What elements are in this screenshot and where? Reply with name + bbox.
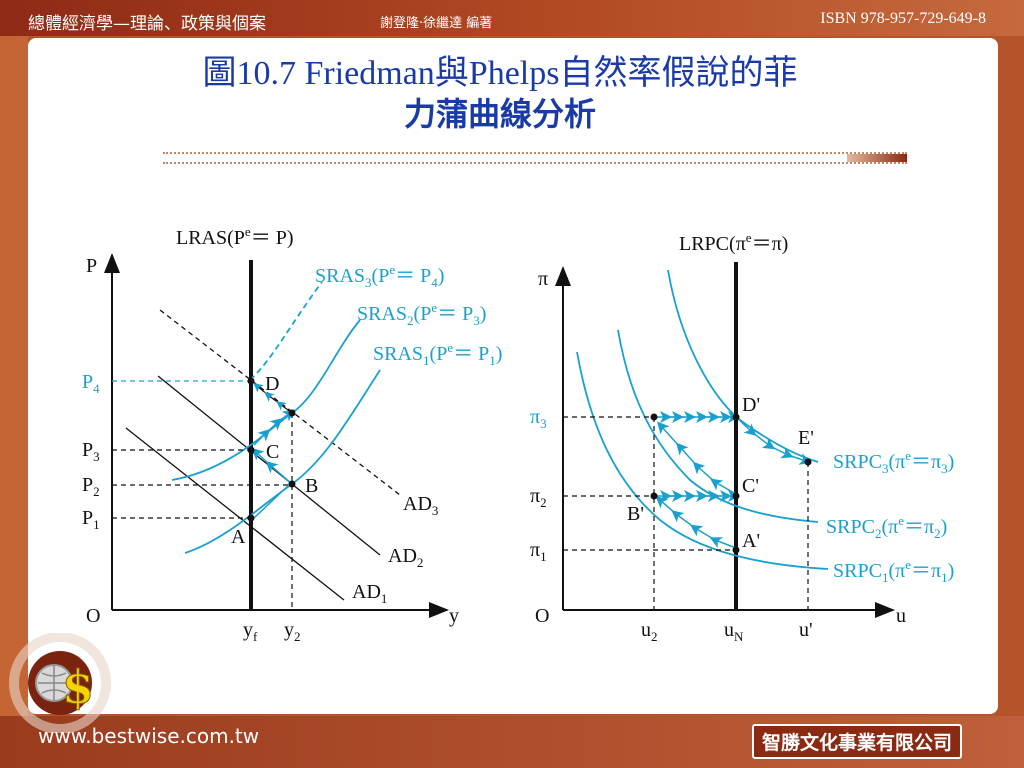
left-x-axis-label: y [449,605,459,627]
sras3-label: SRAS3(Pe＝ P4) [315,262,444,290]
point-b-prime [650,492,658,500]
srpc2-label: SRPC2(πe＝π2) [826,513,947,541]
svg-text:$: $ [62,660,94,714]
p4-label: P4 [82,371,100,396]
point-b-prime-label: B' [627,503,644,525]
point-c-label: C [266,441,279,463]
pi1-label: π1 [530,539,547,564]
point-a-label: A [231,526,246,548]
pi2-label: π2 [530,485,547,510]
isbn: ISBN 978-957-729-649-8 [820,10,986,27]
ad1-label: AD1 [352,581,387,606]
p2-label: P2 [82,474,100,499]
title-rule [163,152,907,164]
lras-label: LRAS(Pe＝ P) [176,224,294,249]
srpc3-curve [667,269,819,463]
arrow-c-to-pi3 [656,421,737,495]
right-x-axis-label: u [896,605,906,627]
right-origin-label: O [535,605,549,627]
point-a-prime [732,546,740,554]
sras2-label: SRAS2(Pe＝ P3) [357,300,486,328]
srpc1-curve [576,351,829,570]
point-c-prime-label: C' [742,475,759,497]
y2-label: y2 [284,619,301,644]
ad3-curve [159,309,401,496]
point-c [247,446,255,454]
left-y-axis-label: P [86,255,97,277]
point-b [288,480,296,488]
left-decoration [0,36,28,736]
point-e-prime-label: E' [798,427,814,449]
p1-label: P1 [82,507,100,532]
point-d-prime-label: D' [742,394,760,416]
un-label: uN [724,619,744,644]
arrow-b-c [251,447,293,485]
title-line-1: 圖10.7 Friedman與Phelps自然率假說的菲 [202,55,798,92]
book-title: 總體經濟學—理論、政策與個案 [28,14,266,34]
header-bar [0,0,1024,36]
point-d-prime [732,413,740,421]
ad2-label: AD2 [388,545,423,570]
slide-title: 圖10.7 Friedman與Phelps自然率假說的菲 力蒲曲線分析 [0,54,1000,134]
arrow-c-to-upper [253,409,295,446]
arrow-a-b-prime [655,496,737,549]
dollar-globe-logo: $ [9,633,111,733]
publisher-name: 智勝文化事業有限公司 [752,724,963,759]
ad3-label: AD3 [403,493,438,518]
arrow-a-b [253,483,291,519]
left-origin-label: O [86,605,100,627]
p3-label: P3 [82,439,100,464]
left-diagram: P y O LRAS(Pe＝ P) SRAS3(Pe＝ P4) SRAS2(Pe… [82,224,502,644]
arrow-to-d [253,382,293,414]
u2-label: u2 [641,619,658,644]
right-y-axis-label: π [538,268,548,290]
point-c-prime [732,492,740,500]
arrow-d-e-prime [735,416,812,465]
point-sras2-ad3 [288,409,296,417]
point-b-label: B [305,475,318,497]
point-a-prime-label: A' [742,530,760,552]
point-e-prime [804,458,812,466]
point-d-label: D [265,373,279,395]
pi3-label: π3 [530,406,547,431]
srpc2-curve [617,329,819,523]
authors: 謝登隆‧徐繼達 編著 [380,16,493,31]
phillips-curve-figure: P y O LRAS(Pe＝ P) SRAS3(Pe＝ P4) SRAS2(Pe… [82,224,954,644]
title-line-2: 力蒲曲線分析 [403,95,596,133]
point-a [247,514,255,522]
right-diagram: π u O LRPC(πe＝π) SRPC3(πe＝π3) SRPC2(πe＝π… [530,230,954,644]
slide-panel [28,38,998,714]
point-pi3-left [650,413,658,421]
website-link[interactable]: www.bestwise.com.tw [38,724,260,748]
lrpc-label: LRPC(πe＝π) [679,230,788,255]
srpc1-label: SRPC1(πe＝π1) [833,557,954,585]
sras1-label: SRAS1(Pe＝ P1) [373,340,502,368]
uprime-label: u' [799,619,813,641]
point-d [247,377,255,385]
yf-label: yf [243,619,258,644]
sras3-curve [249,281,323,381]
srpc3-label: SRPC3(πe＝π3) [833,448,954,476]
sras1-curve [184,369,381,554]
ad1-curve [125,427,345,601]
ad2-curve [157,375,381,556]
